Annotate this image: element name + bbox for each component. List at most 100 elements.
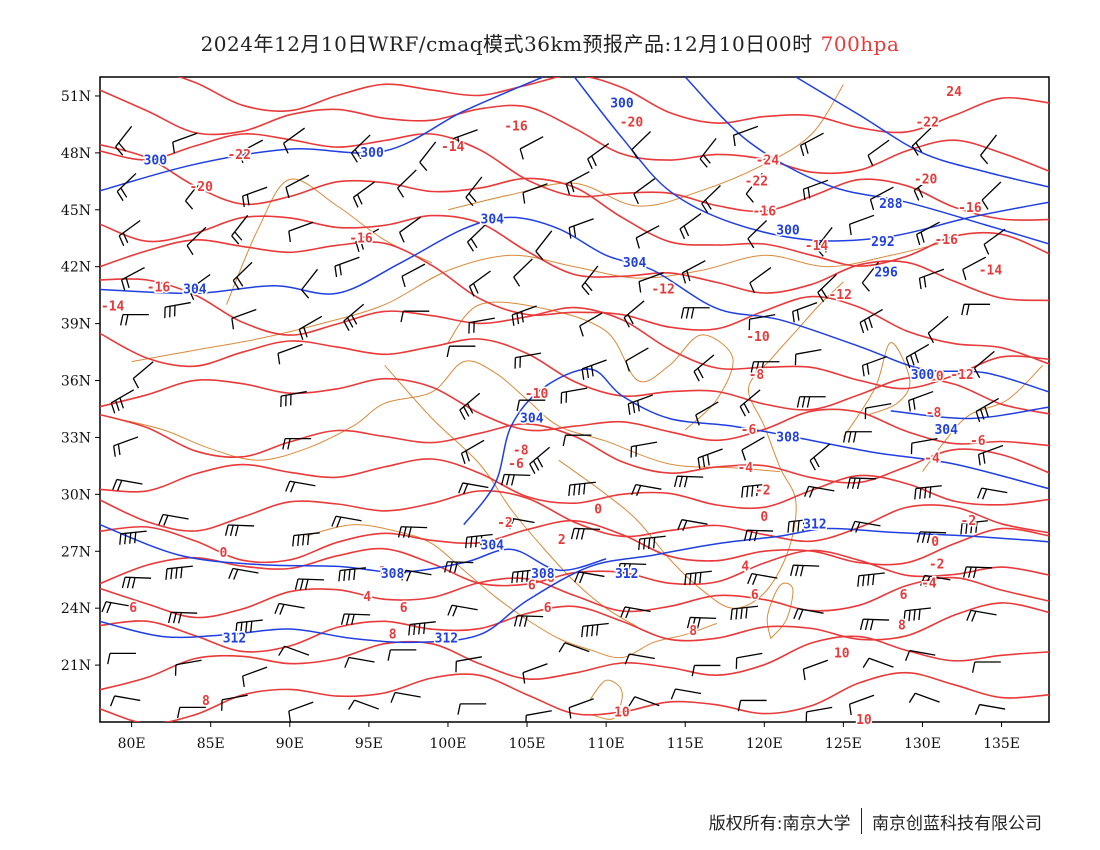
wind-barb: [693, 354, 715, 382]
height-contour-line: [684, 77, 1049, 245]
wind-barb: [630, 441, 658, 458]
wind-barb: [961, 303, 991, 316]
wind-barb: [221, 694, 248, 711]
isotherm-line: [100, 239, 1049, 365]
lat-tick-label: 45N: [61, 203, 91, 219]
wind-barb: [739, 389, 761, 417]
temperature-contour-label: -6: [741, 423, 757, 438]
height-contour-line: [100, 527, 1049, 644]
wind-barb: [280, 390, 307, 408]
wind-barb: [232, 261, 253, 291]
temperature-contour-label: 2: [379, 565, 387, 580]
isotherm-line: [100, 490, 1049, 543]
wind-barb: [620, 606, 651, 619]
wind-barb: [465, 176, 483, 207]
temperature-contour-label: -16: [504, 119, 528, 134]
title-text: 2024年12月10日WRF/cmaq模式36km预报产品:12月10日00时: [200, 32, 813, 56]
wind-barb: [274, 602, 305, 615]
boundary-line: [766, 582, 794, 639]
temperature-contour-label: 8: [898, 618, 906, 633]
isotherm-line: [100, 576, 1049, 619]
wind-barb: [730, 605, 759, 621]
wind-barb: [631, 131, 652, 160]
lon-tick-label: 80E: [118, 736, 146, 752]
temperature-contour-label: -12: [950, 368, 973, 383]
wind-barb: [904, 649, 936, 662]
wind-barb: [979, 134, 998, 165]
lat-tick-label: 21N: [61, 658, 91, 674]
boundary-line: [447, 84, 844, 211]
longitude-axis: 80E 85E 90E 95E 100E 105E 110E 115E 120E 125E 130E…: [118, 722, 1020, 752]
isotherm-line: [100, 413, 1049, 484]
wind-barb: [121, 576, 152, 589]
wind-barb: [174, 659, 202, 676]
wind-barb: [132, 361, 154, 389]
wind-barb: [459, 392, 481, 421]
wind-barb: [535, 230, 553, 261]
boundary-line: [447, 301, 734, 431]
wind-barb: [109, 695, 141, 707]
wind-barb: [167, 611, 198, 624]
wind-barb: [401, 569, 432, 582]
height-contour-label: 304: [481, 212, 505, 227]
contour-layer: [100, 77, 1049, 722]
isotherm-line: [100, 671, 1049, 722]
wind-barb: [681, 260, 706, 284]
wind-barb: [176, 706, 206, 719]
wind-barb: [120, 266, 145, 291]
wind-barb: [390, 691, 421, 703]
wind-barb: [635, 225, 660, 249]
height-contour-label: 288: [879, 197, 903, 212]
temperature-contour-label: -20: [189, 180, 213, 195]
wind-barb: [741, 436, 765, 461]
wind-barb: [846, 477, 877, 490]
wind-barb: [500, 473, 531, 486]
wind-barb: [903, 607, 932, 622]
temperature-contour-label: -6: [508, 457, 524, 472]
height-contour-label: 312: [803, 518, 826, 533]
wind-barb: [695, 401, 719, 426]
wind-barb: [579, 312, 603, 337]
wind-barb: [857, 572, 885, 587]
height-contour-label: 312: [435, 632, 458, 647]
wind-barb: [511, 305, 537, 326]
temperature-contour-label: -8: [749, 368, 765, 383]
wind-barb: [796, 396, 826, 408]
temperature-contour-label: -4: [921, 577, 937, 592]
wind-barb: [288, 701, 314, 722]
temperature-contour-label: 6: [544, 601, 552, 616]
boundary-line: [305, 524, 718, 659]
wind-barb: [793, 608, 824, 620]
temperature-contour-label: 0: [594, 503, 602, 518]
lon-tick-label: 120E: [746, 736, 783, 752]
wind-barb: [504, 517, 535, 530]
lat-tick-label: 30N: [61, 487, 91, 503]
wind-barb: [419, 141, 437, 172]
wind-barb: [977, 487, 1008, 500]
temperature-contour-label: -6: [970, 434, 986, 449]
height-contour-label: 312: [223, 632, 246, 647]
wind-barb: [401, 263, 426, 288]
latitude-axis: 51N 48N 45N 42N 39N 36N 33N 30N 27N 24N 21N: [61, 89, 100, 674]
wind-barb: [748, 314, 776, 331]
wind-barb: [802, 179, 829, 201]
wind-barb: [408, 621, 436, 636]
wind-barb: [574, 571, 605, 584]
wind-barb: [686, 616, 717, 629]
wind-barb: [457, 703, 487, 715]
temperature-contour-label: -24: [756, 153, 780, 168]
height-contour-line: [463, 368, 1049, 526]
temperature-contour-label: 0: [760, 510, 768, 525]
wind-barb: [699, 137, 717, 168]
temperature-isolines: [100, 77, 1049, 722]
height-contour-label: 308: [776, 430, 800, 445]
temperature-contour-label: -20: [914, 172, 938, 187]
wind-barb: [732, 125, 759, 147]
wind-barb: [107, 652, 136, 665]
wind-barb: [850, 520, 881, 533]
wind-barb: [452, 129, 478, 150]
temperature-contour-label: -4: [924, 451, 940, 466]
wind-barb: [691, 664, 721, 677]
height-contour-line: [573, 77, 1049, 242]
wind-barb: [977, 444, 1004, 466]
